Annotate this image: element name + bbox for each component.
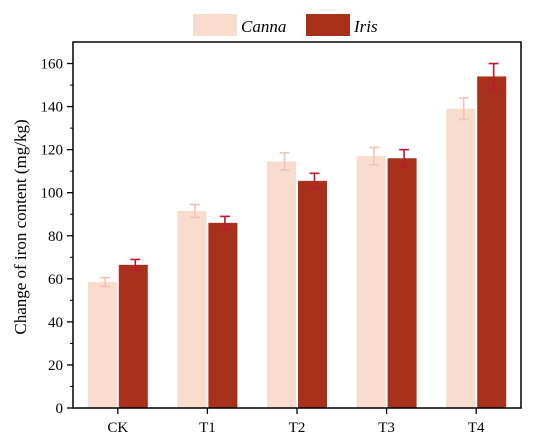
legend-swatch-iris — [306, 14, 350, 36]
x-tick-label-t4: T4 — [468, 420, 485, 436]
error-bar-iris-t1 — [219, 215, 230, 231]
y-tick-label: 140 — [41, 100, 64, 116]
x-tick-label-t3: T3 — [378, 420, 395, 436]
error-bars-layer — [100, 62, 499, 288]
error-bar-canna-t1 — [189, 203, 200, 219]
error-bar-iris-ck — [130, 258, 141, 272]
y-tick-label: 160 — [41, 57, 64, 73]
error-bar-iris-t2 — [309, 172, 320, 190]
x-tick-label-t2: T2 — [289, 420, 306, 436]
error-bar-canna-t2 — [279, 152, 290, 171]
y-tick-label: 120 — [41, 143, 64, 159]
bar-canna-t2 — [267, 161, 296, 408]
y-tick-label: 100 — [41, 186, 64, 202]
legend: Canna Iris — [193, 14, 378, 36]
y-axis-title: Change of iron content (mg/kg) — [11, 119, 30, 334]
bar-iris-t2 — [298, 180, 327, 408]
y-tick-label: 20 — [48, 358, 63, 374]
bar-canna-ck — [87, 282, 117, 408]
legend-label-canna: Canna — [241, 17, 286, 36]
bar-iris-t1 — [208, 222, 238, 408]
legend-swatch-canna — [193, 14, 237, 36]
error-bar-iris-t4 — [488, 62, 499, 91]
error-bar-iris-t3 — [399, 148, 410, 168]
bar-iris-t3 — [387, 158, 417, 408]
y-tick-label: 60 — [48, 272, 63, 288]
y-tick-label: 80 — [48, 229, 63, 245]
y-tick-label: 40 — [48, 315, 63, 331]
y-tick-label: 0 — [56, 401, 64, 417]
error-bar-canna-t4 — [458, 97, 469, 121]
error-bar-canna-t3 — [369, 146, 380, 166]
error-bar-canna-ck — [100, 276, 111, 288]
ticks-layer: 0 20 40 60 80 100 120 140 160 CK T1 T2 T3 T4 — [41, 57, 486, 436]
bar-iris-ck — [118, 264, 148, 408]
x-tick-label-ck: CK — [107, 420, 128, 436]
x-tick-label-t1: T1 — [199, 420, 216, 436]
legend-label-iris: Iris — [353, 17, 378, 36]
bar-canna-t3 — [356, 156, 386, 408]
bar-canna-t4 — [446, 108, 476, 408]
bar-iris-t4 — [477, 76, 507, 409]
bar-canna-t1 — [177, 211, 207, 408]
bars-layer — [87, 76, 507, 409]
